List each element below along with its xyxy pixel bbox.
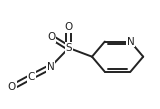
Text: C: C [28,72,35,82]
Text: N: N [47,62,54,72]
Text: O: O [8,82,16,92]
Text: O: O [65,22,73,32]
Text: S: S [65,43,72,53]
Text: O: O [47,32,55,42]
Text: N: N [127,37,134,47]
